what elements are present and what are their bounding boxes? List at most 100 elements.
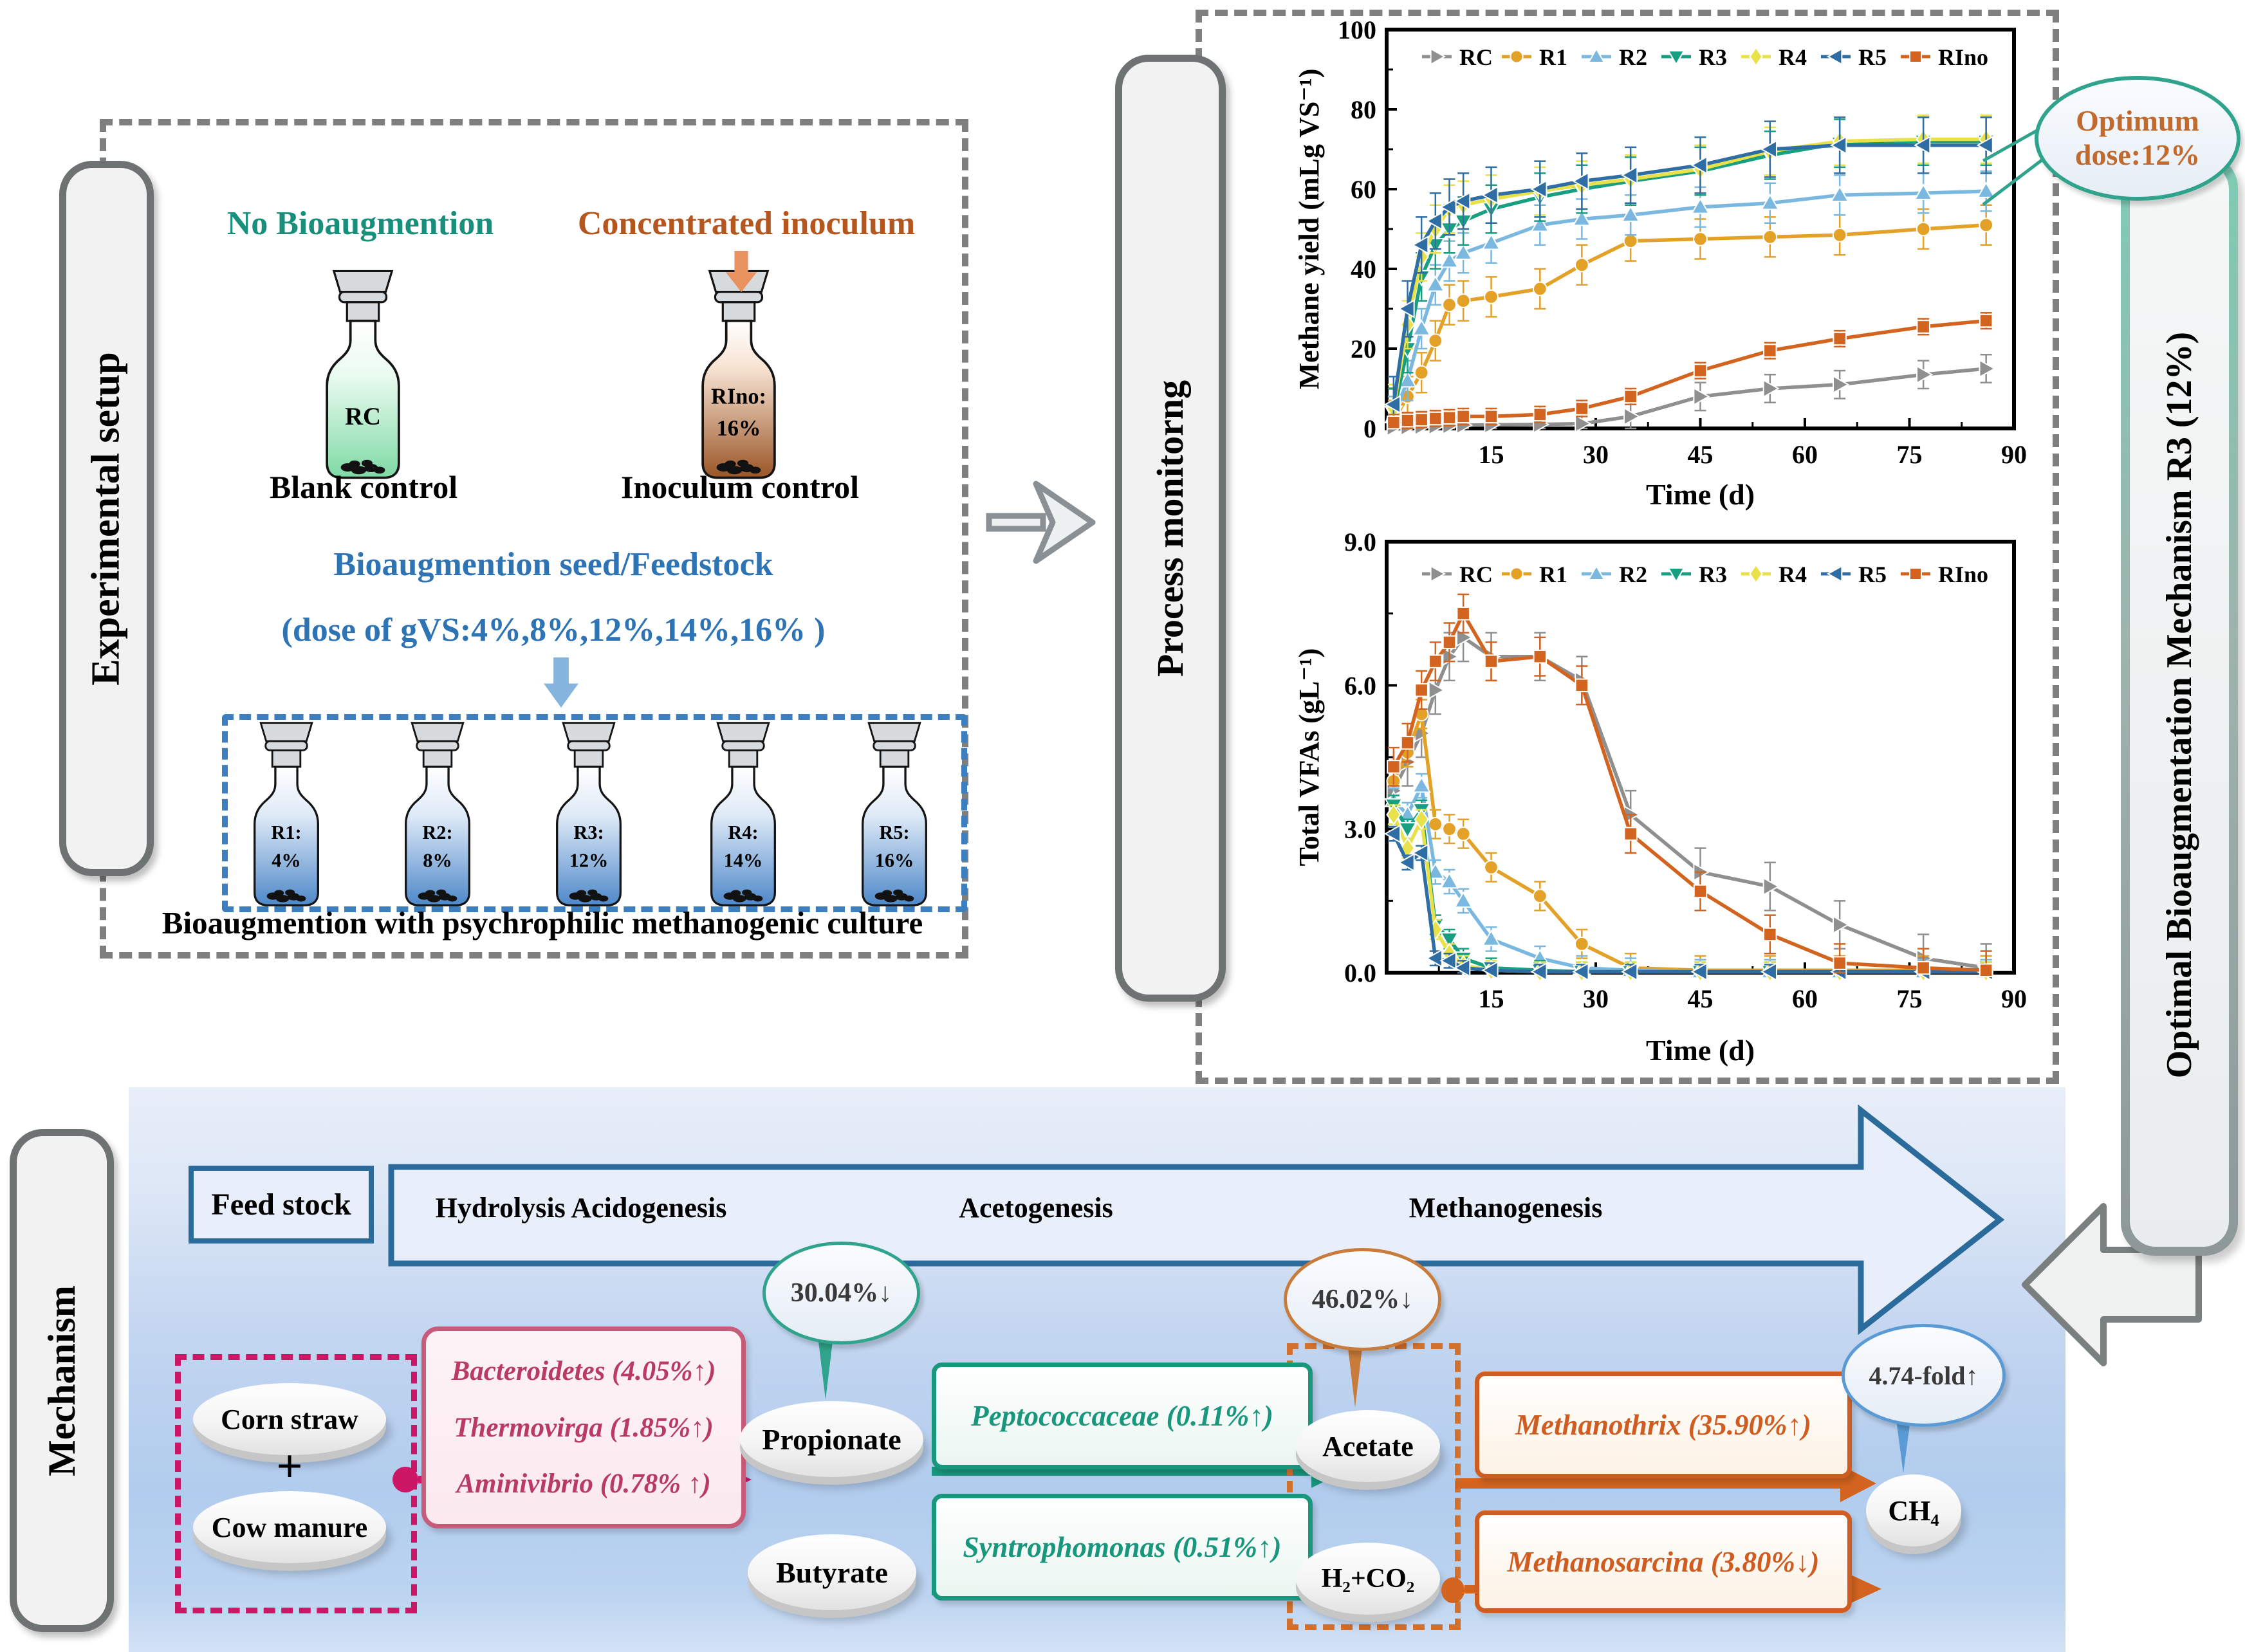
y-tick-label: 0 — [1363, 414, 1376, 443]
y-tick-label: 6.0 — [1344, 671, 1376, 700]
propionate-reduction-callout: 30.04%↓ — [762, 1242, 920, 1345]
legend-label-RC: RC — [1459, 44, 1493, 70]
bioaugmentation-culture-caption: Bioaugmention with psychrophilic methano… — [162, 905, 923, 941]
y-tick-label: 0.0 — [1344, 959, 1376, 987]
stage-hydrolysis-acidogenesis: Hydrolysis Acidogenesis — [435, 1192, 727, 1224]
y-tick-label: 9.0 — [1344, 528, 1376, 556]
x-tick-label: 75 — [1897, 984, 1923, 1013]
feed-stock-label: Feed stock — [211, 1188, 351, 1222]
legend-label-RIno: RIno — [1938, 44, 1988, 70]
cow-manure-node: Cow manure — [193, 1491, 386, 1563]
butyrate-node: Butyrate — [748, 1534, 916, 1610]
inoculum-control-caption: Inoculum control — [621, 469, 859, 505]
x-tick-label: 60 — [1792, 440, 1818, 469]
acetate-to-ch4-arrow — [1455, 1478, 1842, 1489]
optimum-dose-line1: Optimum — [2076, 104, 2199, 138]
cow-manure-label: Cow manure — [211, 1511, 368, 1543]
no-bioaugmentation-label: No Bioaugmention — [226, 205, 494, 242]
bottle-r1-name: R1: — [271, 821, 301, 843]
legend-label-R2: R2 — [1619, 562, 1647, 587]
rino-bottle: RIno: 16% — [701, 270, 776, 479]
acetate-reduction-callout: 46.02%↓ — [1284, 1248, 1441, 1351]
methane-yield-chart: 0 20 40 60 80 100 15 30 45 60 75 90 Time (d) Methane … — [1293, 15, 2027, 511]
peptococcaceae-label: Peptococcaceae (0.11%↑) — [971, 1400, 1273, 1432]
experimental-setup-banner: Experimental setup — [59, 161, 154, 876]
bottle-r5-name: R5: — [879, 821, 909, 843]
x-tick-label: 45 — [1688, 440, 1714, 469]
legend-label-R2: R2 — [1619, 44, 1647, 70]
y-tick-label: 100 — [1338, 15, 1376, 44]
process-monitoring-banner: Process monitorng — [1115, 55, 1226, 1002]
seed-feedstock-line2: (dose of gVS:4%,8%,12%,14%,16% ) — [281, 612, 826, 648]
concentrated-inoculum-label: Concentrated inoculum — [577, 205, 916, 242]
bottle-r3: R3: 12% — [556, 722, 622, 906]
methanothrix-box: Methanothrix (35.90%↑) — [1475, 1372, 1852, 1478]
rc-bottle: RC — [326, 270, 400, 479]
x-axis-label: Time (d) — [1646, 478, 1755, 511]
series-RIno — [1387, 593, 1993, 978]
process-monitoring-title: Process monitorng — [1149, 380, 1192, 677]
bottle-r3-dose: 12% — [569, 850, 609, 872]
legend-label-RC: RC — [1459, 562, 1493, 587]
feed-stock-box: Feed stock — [189, 1166, 374, 1244]
y-tick-label: 3.0 — [1344, 815, 1376, 844]
aminivibrio-label: Aminivibrio (0.78% ↑) — [456, 1468, 711, 1499]
x-tick-label: 60 — [1792, 984, 1818, 1013]
h2-co2-node: H₂+CO₂ — [1296, 1543, 1440, 1615]
stage-arrow — [388, 1104, 2005, 1335]
ch4-increase-callout: 4.74-fold↑ — [1842, 1324, 2006, 1427]
acetate-node: Acetate — [1296, 1410, 1440, 1482]
rino-bottle-label2: 16% — [717, 416, 761, 441]
x-tick-label: 90 — [2001, 440, 2027, 469]
corn-straw-label: Corn straw — [221, 1403, 358, 1435]
bacteroidetes-label: Bacteroidetes (4.05%↑) — [451, 1356, 716, 1387]
h2-co2-label: H₂+CO₂ — [1321, 1564, 1415, 1593]
acetate-label: Acetate — [1322, 1430, 1414, 1462]
ch4-node: CH₄ — [1866, 1474, 1961, 1546]
legend-label-R4: R4 — [1778, 562, 1807, 587]
mechanism-banner: Mechanism — [10, 1129, 114, 1632]
butyrate-label: Butyrate — [776, 1556, 888, 1589]
optimum-dose-callout: Optimum dose:12% — [2035, 76, 2240, 201]
bottle-r5: R5: 16% — [862, 722, 927, 906]
legend-label-R4: R4 — [1778, 44, 1807, 70]
bottle-r4: R4: 14% — [710, 722, 776, 906]
legend-label-R3: R3 — [1699, 44, 1727, 70]
propionate-label: Propionate — [762, 1422, 901, 1456]
mechanism-title: Mechanism — [40, 1285, 83, 1476]
legend-label-R3: R3 — [1699, 562, 1727, 587]
syntrophomonas-box: Syntrophomonas (0.51%↑) — [932, 1494, 1313, 1601]
x-tick-label: 45 — [1688, 984, 1714, 1013]
ch4-label: CH₄ — [1888, 1494, 1939, 1527]
right-arrow-icon — [986, 481, 1096, 564]
x-tick-label: 30 — [1583, 440, 1609, 469]
legend-label-R1: R1 — [1539, 44, 1567, 70]
experimental-setup-title: Experimental setup — [84, 351, 128, 686]
optimal-mechanism-banner: Optimal Bioaugmentation Mechanism R3 (12… — [2121, 154, 2238, 1256]
legend-label-R5: R5 — [1858, 44, 1887, 70]
legend-label-R5: R5 — [1858, 562, 1887, 587]
hydrolysis-bacteria-box: Bacteroidetes (4.05%↑) Thermovirga (1.85… — [421, 1326, 746, 1528]
orange-dashed-arrowhead-icon — [1848, 1574, 1881, 1604]
x-tick-label: 30 — [1583, 984, 1609, 1013]
legend-label-R1: R1 — [1539, 562, 1567, 587]
legend-label-RIno: RIno — [1938, 562, 1988, 587]
methanosarcina-label: Methanosarcina (3.80%↓) — [1507, 1545, 1820, 1578]
optimum-dose-line2: dose:12% — [2074, 138, 2201, 171]
series-RIno — [1387, 311, 1993, 430]
stage-methanogenesis: Methanogenesis — [1409, 1192, 1603, 1224]
y-axis-label: Total VFAs (gL⁻¹) — [1293, 648, 1325, 867]
x-axis-label: Time (d) — [1646, 1034, 1755, 1067]
bottle-r4-name: R4: — [728, 821, 758, 843]
thermovirga-label: Thermovirga (1.85%↑) — [454, 1412, 714, 1443]
rino-bottle-label1: RIno: — [711, 385, 766, 409]
x-tick-label: 15 — [1479, 984, 1504, 1013]
y-axis-label: Methane yield (mLg VS⁻¹) — [1293, 69, 1325, 390]
bottle-r4-dose: 14% — [724, 850, 763, 872]
y-tick-label: 80 — [1351, 95, 1376, 124]
bottle-r1: R1: 4% — [254, 722, 319, 906]
syntrophomonas-label: Syntrophomonas (0.51%↑) — [963, 1531, 1282, 1563]
methanosarcina-box: Methanosarcina (3.80%↓) — [1475, 1510, 1852, 1613]
blank-control-caption: Blank control — [269, 469, 458, 505]
left-arrow-icon — [2022, 1203, 2202, 1366]
